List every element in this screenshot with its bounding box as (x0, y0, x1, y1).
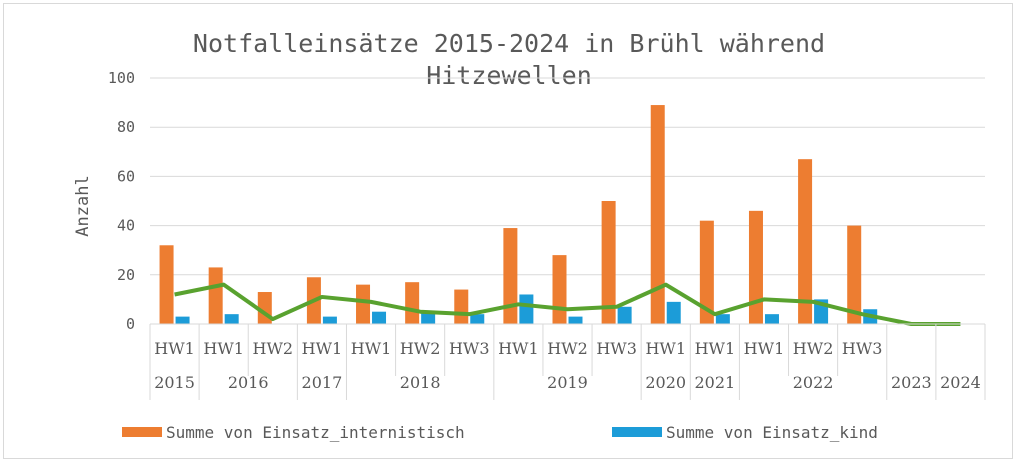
x-tick-hw: HW2 (400, 339, 441, 358)
legend-label: Summe von Einsatz_internistisch (166, 423, 465, 442)
bar-internistisch (552, 255, 567, 324)
x-tick-year: 2016 (228, 373, 269, 392)
legend: Summe von Einsatz_internistisch Summe von… (122, 423, 878, 442)
bar-internistisch (405, 282, 420, 324)
bar-kind (175, 316, 190, 324)
x-tick-year: 2021 (694, 373, 735, 392)
bar-kind (470, 314, 485, 324)
x-tick-hw: HW2 (253, 339, 294, 358)
line-series (174, 282, 961, 326)
y-tick-label: 80 (117, 118, 135, 136)
x-tick-year: 2015 (154, 373, 195, 392)
legend-swatch (612, 427, 662, 437)
x-tick-hw: HW1 (203, 339, 244, 358)
x-tick-year: 2023 (891, 373, 932, 392)
y-tick-label: 60 (117, 167, 135, 185)
bar-kind (322, 316, 337, 324)
bar-kind (224, 314, 239, 324)
bar-kind (519, 294, 534, 324)
x-tick-year: 2018 (400, 373, 441, 392)
x-tick-year: 2024 (940, 373, 981, 392)
bar-internistisch (356, 284, 371, 324)
bar-internistisch (159, 245, 174, 324)
legend-swatch (122, 427, 162, 437)
chart-canvas: Notfalleinsätze 2015-2024 in Brühl währe… (73, 29, 986, 442)
x-tick-year: 2017 (302, 373, 343, 392)
x-tick-year: 2022 (793, 373, 834, 392)
bar-kind (764, 314, 779, 324)
x-tick-hw: HW1 (154, 339, 195, 358)
x-tick-hw: HW2 (793, 339, 834, 358)
bar-internistisch (650, 105, 665, 324)
bar-kind (715, 314, 730, 324)
y-axis-label: Anzahl (73, 175, 93, 236)
bar-internistisch (748, 210, 763, 324)
bar-internistisch (798, 159, 813, 324)
x-tick-year: 2019 (547, 373, 588, 392)
bar-internistisch (699, 220, 714, 324)
x-tick-hw: HW2 (547, 339, 588, 358)
legend-label: Summe von Einsatz_kind (666, 423, 878, 442)
bar-internistisch (208, 267, 223, 324)
x-tick-hw: HW1 (498, 339, 539, 358)
y-tick-label: 0 (126, 315, 135, 333)
bar-kind (617, 306, 632, 324)
x-tick-hw: HW1 (351, 339, 392, 358)
x-tick-year: 2020 (645, 373, 686, 392)
chart-title-line2: Hitzewellen (426, 61, 592, 90)
chart-frame: Notfalleinsätze 2015-2024 in Brühl währe… (3, 3, 1013, 459)
y-tick-labels: 0 20 40 60 80 100 (108, 69, 135, 333)
x-tick-hw: HW1 (744, 339, 785, 358)
bar-kind (372, 311, 387, 324)
y-tick-label: 100 (108, 69, 135, 87)
chart-title-line1: Notfalleinsätze 2015-2024 in Brühl währe… (193, 29, 825, 58)
x-tick-hw: HW1 (302, 339, 343, 358)
bar-internistisch (601, 201, 616, 324)
bar-internistisch (454, 289, 469, 324)
x-tick-hw: HW1 (645, 339, 686, 358)
bars (159, 105, 878, 324)
bar-kind (666, 301, 681, 324)
x-tick-hw: HW3 (449, 339, 490, 358)
bar-internistisch (847, 225, 862, 324)
y-tick-label: 40 (117, 217, 135, 235)
y-tick-label: 20 (117, 266, 135, 284)
x-axis: 2015 2016 2017 2018 2019 2020 2021 2022 2023 2024… (149, 323, 986, 400)
line-series-path (174, 282, 961, 326)
bar-kind (568, 316, 583, 324)
bar-kind (421, 311, 436, 324)
x-tick-hw: HW1 (695, 339, 736, 358)
bar-internistisch (503, 228, 518, 324)
x-tick-hw: HW3 (842, 339, 883, 358)
x-tick-hw: HW3 (596, 339, 637, 358)
